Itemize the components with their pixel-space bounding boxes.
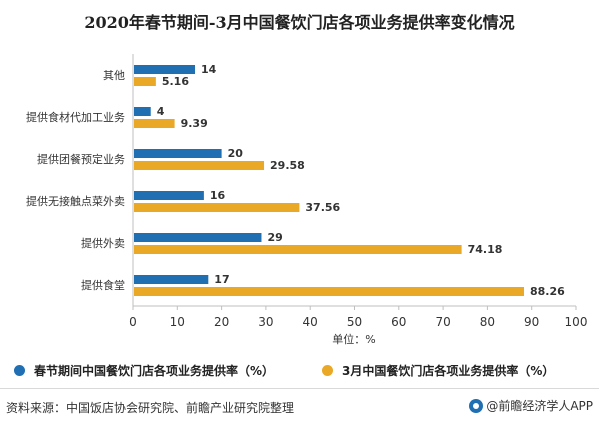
category-label-5: 提供食堂 [81,278,125,292]
legend-marker-spring-festival [14,365,25,376]
bar-march-2 [134,161,265,170]
category-label-2: 提供团餐预定业务 [37,152,125,166]
x-axis-title: 单位：% [332,332,375,346]
x-tick-label-2: 20 [214,315,229,329]
legend-marker-march [322,365,333,376]
data-label-march-2: 29.58 [270,159,305,172]
bar-march-3 [134,203,300,212]
legend-item-march: 3月中国餐饮门店各项业务提供率（%） [322,362,554,379]
x-tick-label-0: 0 [129,315,137,329]
bar-march-1 [134,119,175,128]
footer-divider [0,388,599,389]
legend-label-spring-festival: 春节期间中国餐饮门店各项业务提供率（%） [34,364,275,378]
x-tick-label-7: 70 [435,315,450,329]
x-tick-label-5: 50 [347,315,362,329]
data-label-spring-festival-2: 20 [228,147,244,160]
x-tick-label-8: 80 [480,315,495,329]
x-tick-label-9: 90 [524,315,539,329]
bar-spring-festival-4 [134,233,262,242]
bar-chart: 0 10 20 30 40 50 60 70 80 90 100 单位：% 其他 14 5.16 提供食材代加… [26,54,588,346]
brand-logo-icon [469,398,484,413]
bar-spring-festival-5 [134,275,209,284]
brand-credit-label: @前瞻经济学人APP [486,399,593,413]
x-tick-label-3: 30 [258,315,273,329]
bar-spring-festival-1 [134,107,151,116]
bar-spring-festival-2 [134,149,222,158]
bar-march-5 [134,287,524,296]
bar-march-4 [134,245,462,254]
data-label-march-0: 5.16 [162,75,189,88]
data-label-spring-festival-4: 29 [267,231,282,244]
category-label-0: 其他 [103,69,125,82]
data-label-spring-festival-3: 16 [210,189,226,202]
bar-spring-festival-3 [134,191,204,200]
data-label-spring-festival-5: 17 [214,273,229,286]
category-label-1: 提供食材代加工业务 [26,110,125,124]
brand-credit: @前瞻经济学人APP [469,397,593,414]
legend-item-spring-festival: 春节期间中国餐饮门店各项业务提供率（%） [14,362,274,379]
source-note: 资料来源：中国饭店协会研究院、前瞻产业研究院整理 [6,401,295,415]
bar-march-0 [134,77,156,86]
data-label-spring-festival-1: 4 [157,105,165,118]
category-label-3: 提供无接触点菜外卖 [26,194,125,208]
x-tick-label-6: 60 [391,315,406,329]
x-tick-label-4: 40 [303,315,318,329]
bar-spring-festival-0 [134,65,196,74]
x-tick-label-1: 10 [170,315,185,329]
legend-label-march: 3月中国餐饮门店各项业务提供率（%） [342,364,555,378]
data-label-march-5: 88.26 [530,285,565,298]
data-label-march-1: 9.39 [181,117,208,130]
category-label-4: 提供外卖 [81,236,125,250]
x-tick-label-10: 100 [565,315,588,329]
data-label-march-4: 74.18 [468,243,503,256]
data-label-march-3: 37.56 [305,201,340,214]
chart-title: 2020年春节期间-3月中国餐饮门店各项业务提供率变化情况 [84,13,515,32]
data-label-spring-festival-0: 14 [201,63,217,76]
